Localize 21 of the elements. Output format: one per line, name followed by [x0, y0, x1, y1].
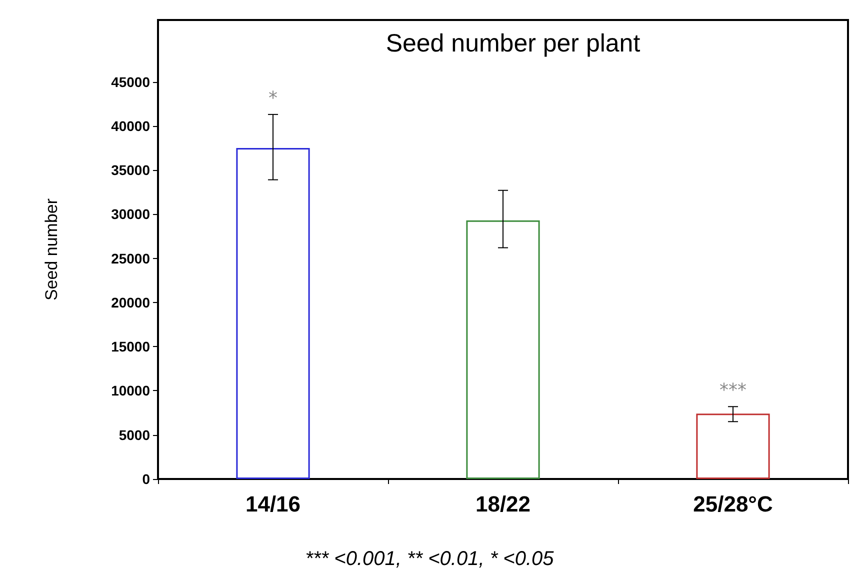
bar	[466, 220, 540, 479]
y-tick-label: 30000	[111, 206, 150, 222]
bar	[696, 414, 770, 479]
y-tick-label: 0	[142, 471, 150, 487]
bar	[236, 148, 310, 479]
chart-title: Seed number per plant	[386, 30, 640, 58]
x-tick-label: 18/22	[475, 492, 531, 516]
y-tick-label: 45000	[111, 74, 150, 90]
y-tick-label: 40000	[111, 118, 150, 134]
y-tick-label: 10000	[111, 382, 150, 399]
y-tick-label: 15000	[111, 338, 150, 355]
y-tick-label: 35000	[111, 162, 150, 178]
x-tick-label: 14/16	[245, 492, 301, 516]
y-tick-label: 5000	[118, 426, 150, 443]
x-tick-label: 25/28°C	[693, 492, 773, 516]
data-label: *	[268, 88, 278, 109]
data-label: ***	[720, 380, 746, 402]
y-tick-label: 20000	[111, 294, 150, 310]
y-tick-label: 25000	[111, 250, 150, 266]
text: *** <0.001, ** <0.01, * <0.05	[305, 548, 555, 570]
y-axis-title: Seed number	[42, 198, 61, 301]
